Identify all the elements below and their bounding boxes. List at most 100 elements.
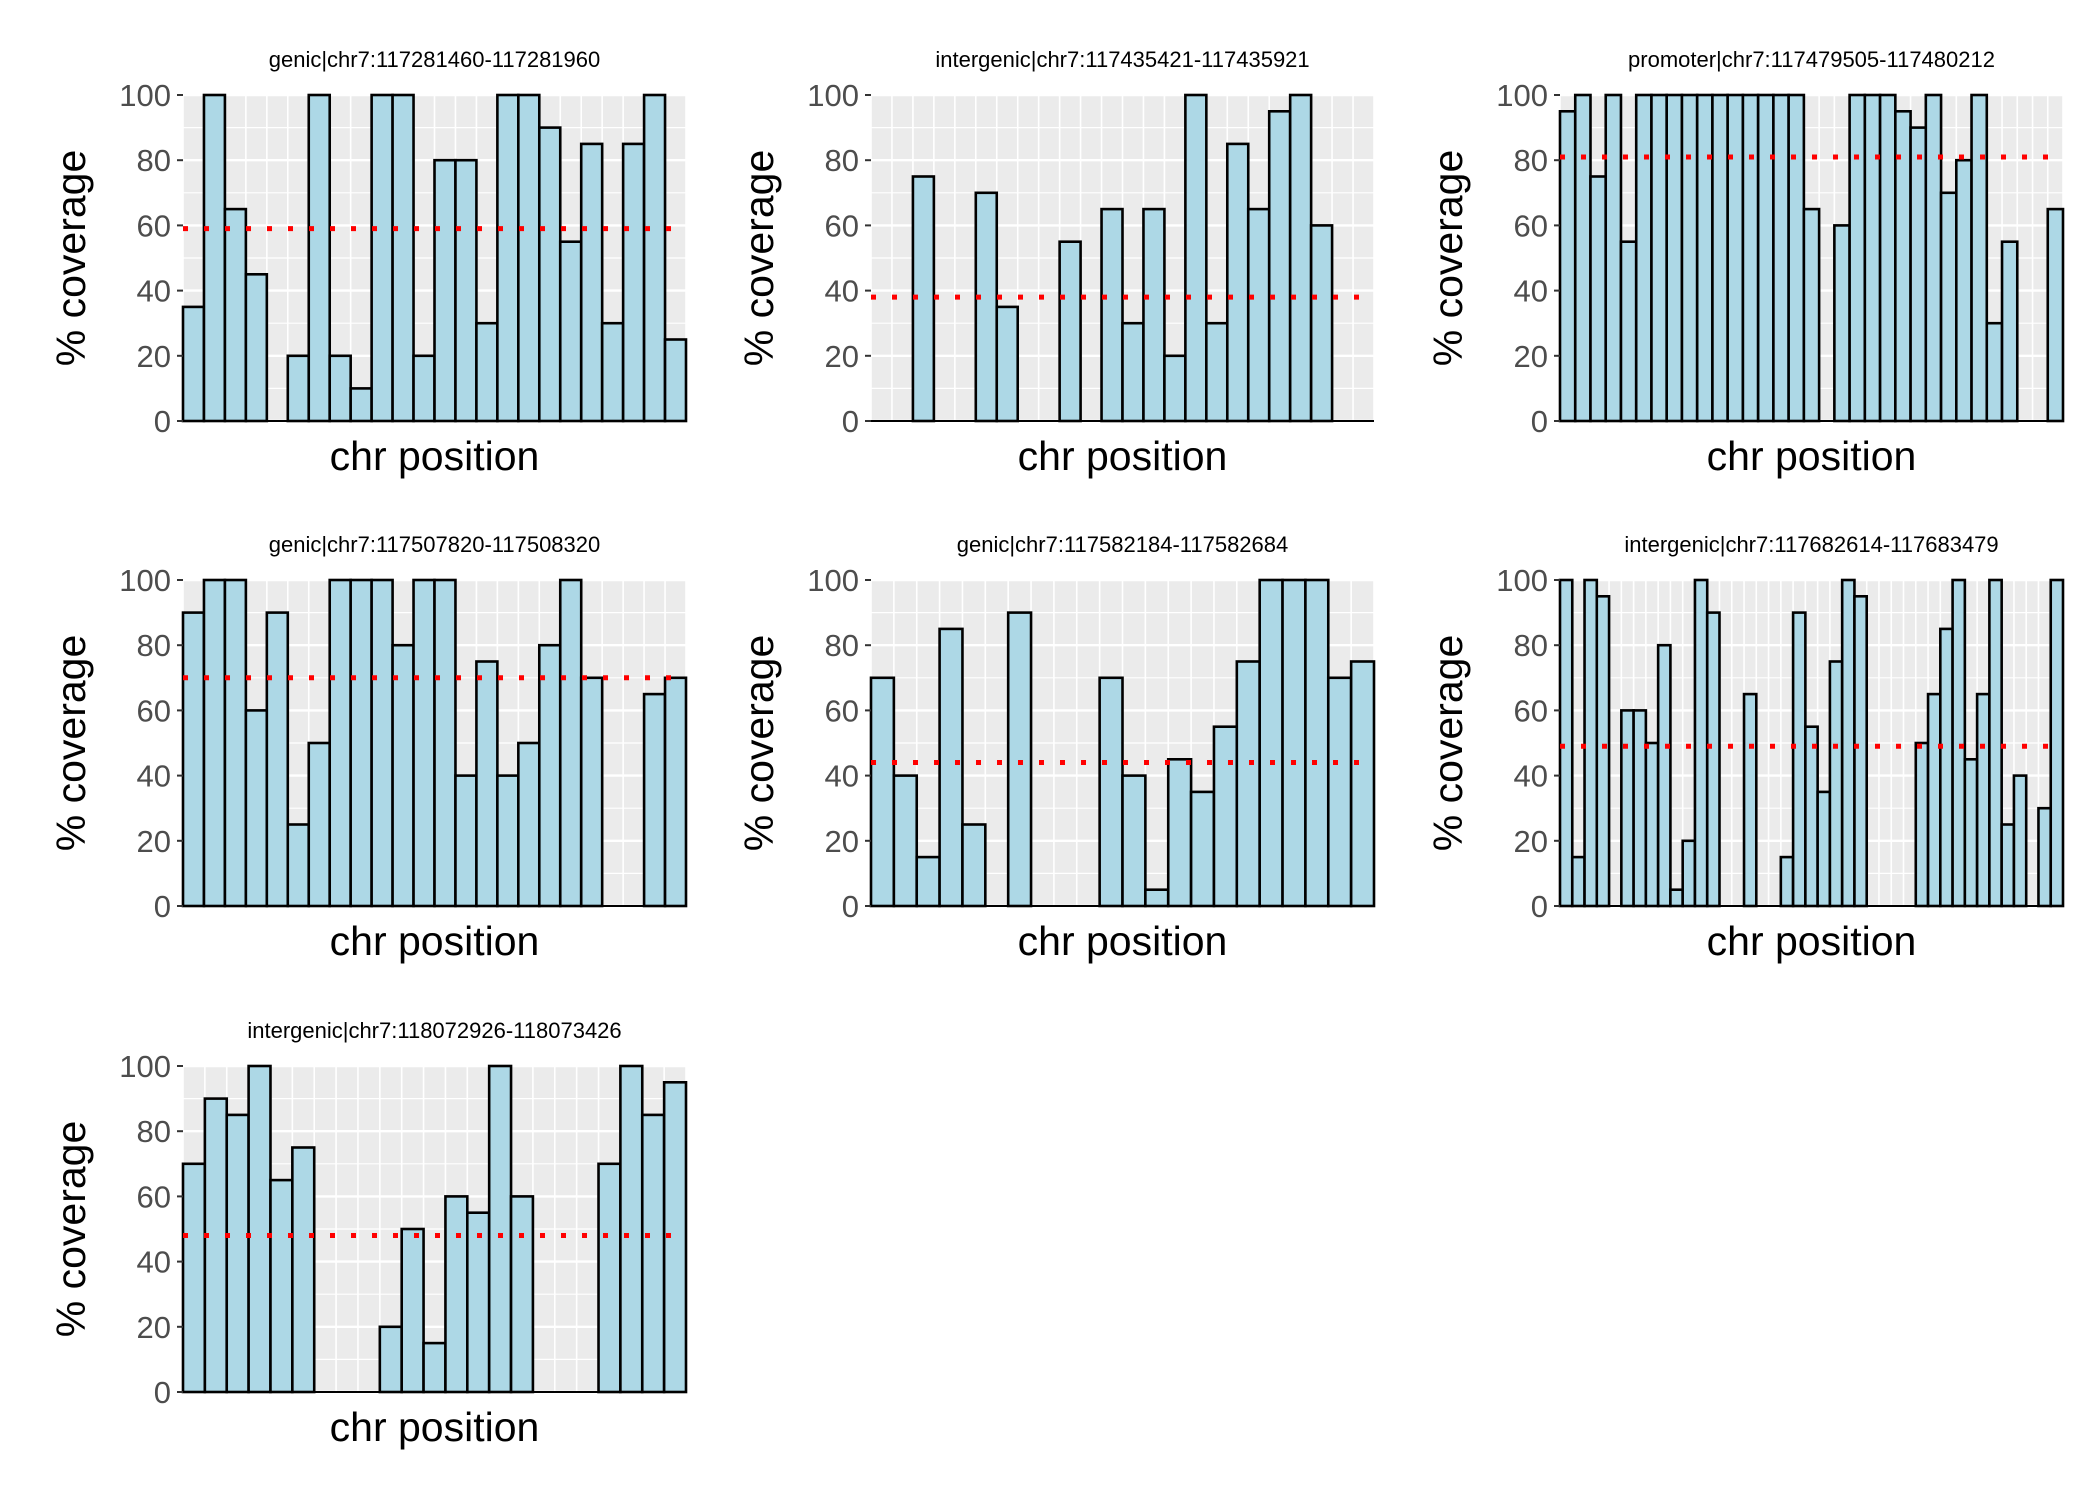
- bar: [1669, 888, 1684, 908]
- bar: [1246, 207, 1271, 423]
- y-tick-label: 20: [137, 339, 171, 374]
- bar: [558, 240, 583, 423]
- panel-title: genic|chr7:117582184-117582684: [957, 532, 1289, 557]
- facet-panel: 0 20 40 60 80 100 genic|chr7:117582184-1175826…: [736, 532, 1376, 964]
- bar: [307, 741, 332, 908]
- bar: [1726, 93, 1745, 423]
- bar: [412, 354, 436, 423]
- bar: [1816, 790, 1832, 908]
- y-tick-label: 100: [119, 1049, 171, 1084]
- y-tick-label: 60: [137, 208, 171, 243]
- y-axis-title: % coverage: [1425, 635, 1471, 852]
- y-tick-label: 60: [825, 693, 859, 728]
- bar: [1680, 93, 1699, 423]
- bar: [247, 1064, 272, 1394]
- bar: [370, 578, 394, 908]
- bar: [938, 627, 964, 908]
- bar: [1840, 578, 1856, 908]
- bar: [974, 191, 999, 423]
- bar: [1963, 757, 1979, 908]
- bar: [579, 676, 604, 908]
- facet-panel: 0 20 40 60 80 100 promoter|chr7:117479505-1174…: [1425, 47, 2065, 479]
- bar: [1939, 627, 1954, 908]
- y-tick-label: 20: [1514, 824, 1548, 859]
- bar: [1988, 578, 2003, 908]
- bar: [1144, 888, 1170, 908]
- bar: [475, 660, 499, 908]
- bar: [1741, 93, 1760, 423]
- y-tick-label: 80: [1514, 628, 1548, 663]
- bar: [1853, 594, 1869, 908]
- bar: [1804, 725, 1819, 908]
- bar: [1267, 110, 1292, 423]
- bar: [412, 578, 436, 908]
- bar: [2037, 806, 2053, 908]
- bar: [1656, 643, 1672, 908]
- bar: [1970, 93, 1989, 423]
- bar: [1595, 594, 1611, 908]
- x-axis-title: chr position: [1018, 918, 1228, 964]
- y-axis-title: % coverage: [48, 150, 94, 367]
- bar: [1100, 207, 1124, 423]
- bar: [517, 93, 541, 423]
- bar: [269, 1178, 294, 1394]
- bar: [475, 321, 499, 423]
- bar: [291, 1146, 316, 1394]
- y-axis-title: % coverage: [48, 635, 94, 852]
- bar: [1258, 578, 1284, 908]
- y-tick-label: 60: [825, 208, 859, 243]
- bar: [307, 93, 332, 423]
- bar: [466, 1211, 491, 1394]
- bar: [391, 643, 415, 908]
- bar: [1205, 321, 1229, 423]
- y-tick-label: 20: [137, 824, 171, 859]
- bar: [1573, 93, 1592, 423]
- bar: [2012, 774, 2028, 908]
- bar: [1235, 660, 1261, 908]
- panel-title: promoter|chr7:117479505-117480212: [1628, 47, 1995, 72]
- bar: [1189, 790, 1216, 908]
- panel-title: genic|chr7:117507820-117508320: [269, 532, 601, 557]
- bar: [1926, 692, 1942, 908]
- bar: [621, 142, 646, 423]
- bar: [225, 1113, 250, 1394]
- bar: [1604, 93, 1623, 423]
- bar: [181, 305, 206, 423]
- bar: [1558, 578, 1574, 908]
- bar: [349, 578, 373, 908]
- bar: [286, 354, 311, 423]
- y-axis-title: % coverage: [1425, 150, 1471, 367]
- x-axis-title: chr position: [330, 433, 540, 479]
- bar: [1166, 757, 1193, 908]
- y-tick-label: 40: [825, 274, 859, 309]
- bar: [2000, 823, 2016, 908]
- bar: [597, 1162, 622, 1394]
- y-tick-label: 20: [825, 824, 859, 859]
- bar: [1939, 191, 1958, 423]
- bar: [1951, 578, 1967, 908]
- y-tick-label: 100: [119, 563, 171, 598]
- bar: [1914, 741, 1930, 908]
- bar: [1909, 126, 1928, 423]
- x-axis-title: chr position: [1018, 433, 1228, 479]
- y-tick-label: 40: [1514, 759, 1548, 794]
- bar: [2000, 240, 2019, 423]
- bar: [244, 272, 269, 423]
- bar: [1142, 207, 1166, 423]
- bar: [995, 305, 1020, 423]
- bar: [454, 158, 478, 423]
- bar: [1212, 725, 1239, 908]
- bar: [349, 387, 373, 423]
- bar: [1756, 93, 1775, 423]
- y-axis-title: % coverage: [736, 150, 782, 367]
- bar: [433, 158, 457, 423]
- bar: [1281, 578, 1307, 908]
- bar: [444, 1195, 469, 1394]
- bar: [1924, 93, 1943, 423]
- bar: [1006, 611, 1033, 908]
- y-tick-label: 0: [154, 404, 171, 439]
- panel-title: intergenic|chr7:118072926-118073426: [247, 1018, 621, 1043]
- bar: [1705, 611, 1721, 908]
- bar: [422, 1341, 447, 1394]
- facet-panel: 0 20 40 60 80 100 intergenic|chr7:117435421-11…: [736, 47, 1375, 479]
